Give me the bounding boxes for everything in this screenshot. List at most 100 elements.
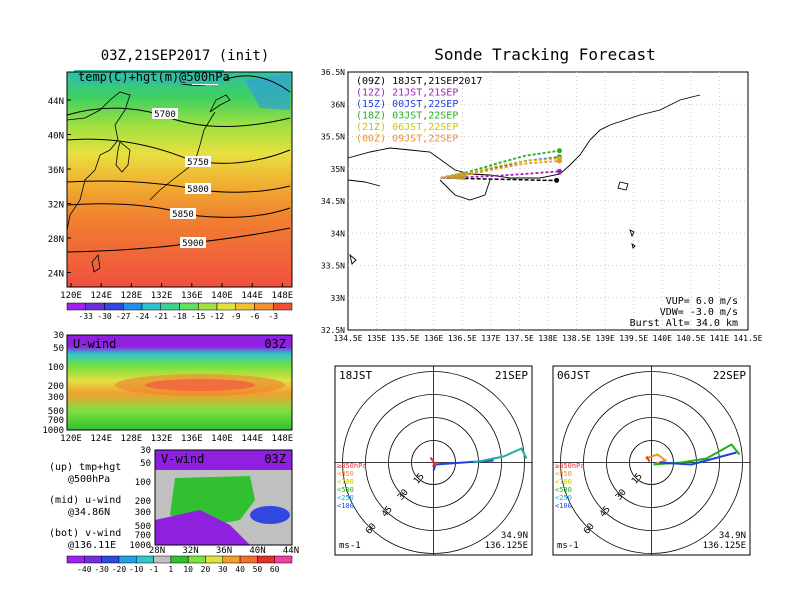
wind-colorbar-swatch [274, 555, 293, 564]
tracking-map-grid [348, 72, 748, 330]
temp-colorbar-swatch [235, 302, 255, 311]
wind-colorbar: -40 -30 -20 -10 -1 1 10 20 30 40 50 60 [66, 555, 293, 574]
u-y-tick-label: 200 [48, 382, 64, 392]
track-legend-entry: (21Z) 06JST,22SEP [356, 122, 458, 133]
temp-colorbar-label: -24 [135, 312, 150, 321]
u-y-tick-label: 100 [48, 363, 64, 373]
hodograph-unit: ms-1 [339, 541, 361, 551]
u-x-tick-label: 120E [60, 434, 82, 444]
contour-label: 5700 [154, 110, 176, 120]
u-y-tick-label: 500 [48, 407, 64, 417]
upper-lon-tick-label: 148E [272, 291, 294, 301]
u-y-tick-label: 700 [48, 416, 64, 426]
track-lat-tick-label: 33N [331, 294, 346, 303]
hodograph-legend-entry: <700 [337, 478, 354, 486]
v-y-tick-label: 200 [135, 497, 151, 507]
notes: (up) tmp+hgt @500hPa (mid) u-wind @34.86… [49, 462, 121, 551]
tracking-coastlines [347, 94, 701, 265]
note-bot-1: (bot) v-wind [49, 528, 121, 539]
temp-colorbar-label: -21 [154, 312, 169, 321]
upper-lat-tick-label: 40N [48, 132, 64, 142]
note-bot-2: @136.11E [68, 540, 116, 551]
hodograph-right-label: 22SEP [713, 369, 746, 382]
upper-lat-tick-label: 28N [48, 235, 64, 245]
wind-colorbar-label: -40 [77, 565, 92, 574]
hodograph-trace-teal [473, 447, 528, 464]
coast-honshu [347, 94, 701, 179]
temp-colorbar-swatch [160, 302, 180, 311]
upper-lon-tick-label: 120E [60, 291, 82, 301]
contour-label-bg [185, 156, 211, 167]
track-lon-tick-label: 135.5E [391, 334, 420, 343]
v-wind-time: 03Z [264, 452, 286, 466]
track-lat-tick-label: 33.5N [321, 262, 345, 271]
wind-colorbar-swatch [118, 555, 137, 564]
hodograph-left-label: 18JST [339, 369, 372, 382]
wind-colorbar-swatch [66, 555, 85, 564]
u-x-tick-label: 136E [181, 434, 203, 444]
coast-kii [439, 179, 491, 201]
track-endpoint-0 [554, 177, 560, 183]
hodograph-legend-entry: <100 [555, 502, 572, 510]
hodograph-legend-entry: <850 [555, 470, 572, 478]
v-wind-core [250, 506, 290, 524]
track-legend-entry: (12Z) 21JST,21SEP [356, 88, 458, 99]
wind-colorbar-swatch [153, 555, 172, 564]
wind-colorbar-label: 30 [218, 565, 228, 574]
v-x-tick-label: 28N [149, 546, 165, 556]
track-lon-tick-label: 141E [710, 334, 729, 343]
track-lon-tick-label: 138E [538, 334, 557, 343]
track-line-4 [440, 157, 560, 179]
hodograph-legend-entry: <500 [337, 486, 354, 494]
track-line-3 [440, 149, 560, 179]
temp-colorbar-label: -9 [231, 312, 241, 321]
wind-colorbar-swatch [101, 555, 120, 564]
u-x-tick-label: 132E [151, 434, 173, 444]
contour-label: 5900 [182, 239, 204, 249]
coast-hokkaido [209, 94, 231, 113]
v-y-tick-label: 500 [135, 522, 151, 532]
u-x-tick-label: 124E [90, 434, 112, 444]
track-lat-tick-label: 34N [331, 229, 346, 238]
hodograph-legend-entry: <850 [337, 470, 354, 478]
track-lon-tick-label: 138.5E [562, 334, 591, 343]
u-x-tick-label: 128E [121, 434, 143, 444]
v-y-tick-label: 100 [135, 478, 151, 488]
upper-map-label-bg [74, 70, 224, 84]
v-x-tick-label: 40N [249, 546, 265, 556]
wind-colorbar-label: -1 [149, 565, 159, 574]
temp-colorbar-label: -15 [191, 312, 206, 321]
v-x-tick-label: 32N [182, 546, 198, 556]
track-legend-entry: (18Z) 03JST,22SEP [356, 111, 458, 122]
hodograph-right: 06JST 22SEP15304560≥850hPa<850<700<500<25… [552, 365, 751, 556]
track-info-line: Burst Alt= 34.0 km [630, 318, 738, 329]
wind-colorbar-swatch [187, 555, 206, 564]
u-x-tick-label: 148E [272, 434, 294, 444]
coast-island-1 [617, 181, 629, 191]
upper-lon-tick-label: 124E [90, 291, 112, 301]
track-lon-tick-label: 141.5E [734, 334, 763, 343]
temp-colorbar-swatch [273, 302, 293, 311]
wind-colorbar-swatch [84, 555, 102, 564]
temp-colorbar-swatch [141, 302, 161, 311]
hodograph-unit: ms-1 [557, 541, 579, 551]
wind-colorbar-swatch [205, 555, 224, 564]
track-lon-tick-label: 140E [653, 334, 672, 343]
temp-colorbar-swatch [198, 302, 218, 311]
upper-lat-tick-label: 44N [48, 97, 64, 107]
v-x-tick-label: 36N [216, 546, 232, 556]
contour-label-bg [185, 183, 211, 194]
hodograph-legend-entry: <250 [337, 494, 354, 502]
left-title: 03Z,21SEP2017 (init) [101, 48, 270, 64]
temp-colorbar: -33 -30 -27 -24 -21 -18 -15 -12 -9 -6 -3 [66, 302, 293, 321]
upper-lon-tick-label: 136E [181, 291, 203, 301]
u-y-tick-label: 30 [53, 331, 64, 341]
u-x-tick-label: 140E [211, 434, 233, 444]
note-mid-2: @34.86N [68, 507, 110, 518]
wind-colorbar-label: 60 [270, 565, 280, 574]
track-lat-tick-label: 35N [331, 165, 346, 174]
v-y-tick-label: 50 [140, 459, 151, 469]
v-y-tick-label: 700 [135, 531, 151, 541]
